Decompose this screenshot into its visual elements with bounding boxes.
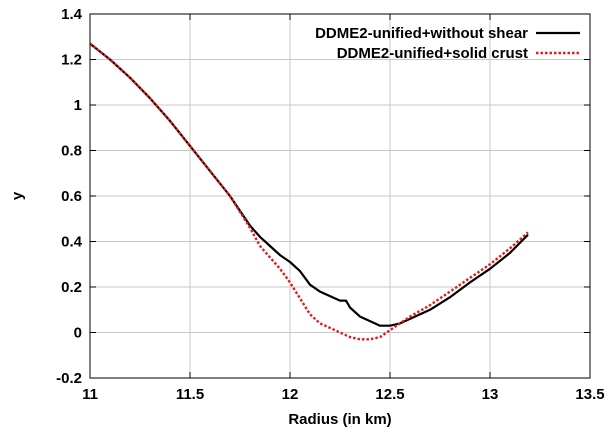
legend-label-solid-crust: DDME2-unified+solid crust <box>337 45 528 62</box>
y-tick-label: 1 <box>74 97 82 114</box>
x-tick-label: 11.5 <box>176 386 204 403</box>
x-axis-label: Radius (in km) <box>288 411 391 428</box>
y-tick-labels: -0.2 0 0.2 0.4 0.6 0.8 1 1.2 1.4 <box>56 6 83 387</box>
y-tick-label: 0.4 <box>61 234 83 251</box>
grid-lines <box>90 14 590 378</box>
y-tick-label: 1.4 <box>61 6 83 23</box>
x-tick-label: 13 <box>482 386 499 403</box>
legend-label-without-shear: DDME2-unified+without shear <box>315 25 528 42</box>
y-tick-label: 0.6 <box>61 188 82 205</box>
x-tick-labels: 11 11.5 12 12.5 13 13.5 <box>82 386 605 403</box>
y-tick-label: 0 <box>74 325 82 342</box>
x-tick-label: 13.5 <box>575 386 604 403</box>
y-tick-label: -0.2 <box>56 370 82 387</box>
x-tick-label: 12 <box>282 386 299 403</box>
y-tick-label: 0.2 <box>61 279 82 296</box>
y-tick-label: 0.8 <box>61 143 82 160</box>
legend: DDME2-unified+without shear DDME2-unifie… <box>315 25 580 62</box>
y-axis-label: y <box>9 191 26 200</box>
x-tick-label: 11 <box>82 386 98 403</box>
series-line-solid-crust <box>89 42 529 341</box>
axis-ticks <box>89 13 591 379</box>
series-lines <box>89 42 529 341</box>
series-line-without-shear <box>89 42 529 327</box>
x-tick-label: 12.5 <box>375 386 404 403</box>
y-tick-label: 1.2 <box>61 52 82 69</box>
